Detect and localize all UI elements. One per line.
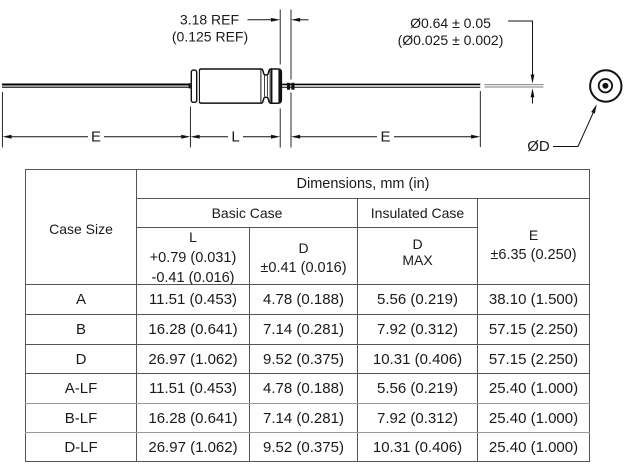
svg-text:Ø0.64 ± 0.05: Ø0.64 ± 0.05 bbox=[410, 15, 491, 31]
svg-text:E: E bbox=[91, 129, 101, 146]
svg-text:E: E bbox=[380, 129, 390, 146]
svg-text:(Ø0.025 ± 0.002): (Ø0.025 ± 0.002) bbox=[398, 32, 504, 48]
svg-text:ØD: ØD bbox=[527, 138, 550, 155]
svg-text:L: L bbox=[231, 129, 239, 146]
svg-text:(0.125 REF): (0.125 REF) bbox=[172, 29, 248, 45]
svg-text:3.18 REF: 3.18 REF bbox=[180, 12, 239, 28]
